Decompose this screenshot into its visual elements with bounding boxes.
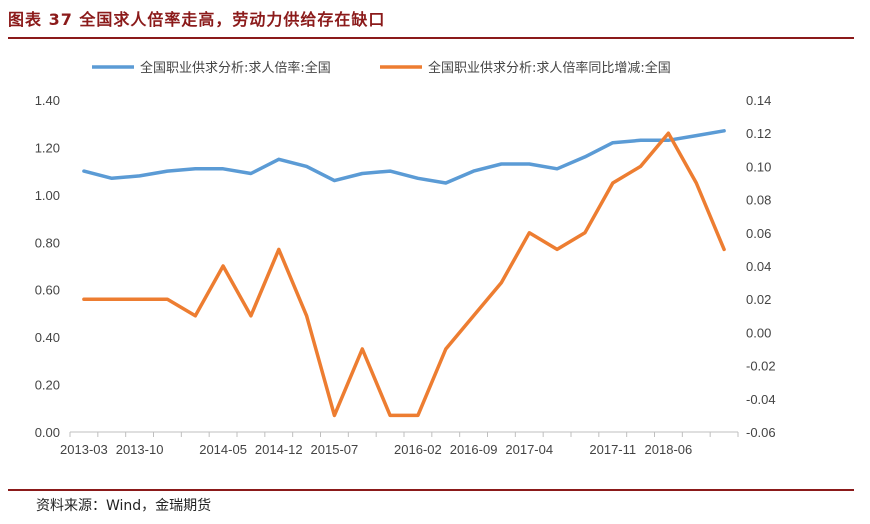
legend: 全国职业供求分析:求人倍率:全国 全国职业供求分析:求人倍率同比增减:全国 — [92, 60, 671, 76]
y-left-tick-label: 1.20 — [35, 140, 60, 155]
series-line-yoy-change — [82, 131, 726, 418]
y-right-tick-label: 0.06 — [746, 226, 771, 241]
x-tick-label: 2014-12 — [255, 442, 303, 457]
y-right-tick-label: 0.14 — [746, 93, 771, 108]
y-left-tick-label: 0.40 — [35, 330, 60, 345]
y-right-tick-label: -0.06 — [746, 425, 776, 440]
y-right-tick-label: -0.04 — [746, 392, 776, 407]
y-right-tick-label: 0.12 — [746, 126, 771, 141]
legend-label-ratio: 全国职业供求分析:求人倍率:全国 — [140, 60, 331, 76]
y-right-tick-label: 0.08 — [746, 193, 771, 208]
y-right-tick-label: -0.02 — [746, 359, 776, 374]
y-right-tick-label: 0.02 — [746, 292, 771, 307]
legend-label-yoy-change: 全国职业供求分析:求人倍率同比增减:全国 — [428, 60, 671, 76]
y-right-tick-label: 0.00 — [746, 325, 771, 340]
y-left-tick-label: 1.00 — [35, 188, 60, 203]
y-left-tick-label: 0.00 — [35, 425, 60, 440]
x-tick-label: 2013-03 — [60, 442, 108, 457]
y-left-tick-label: 1.40 — [35, 93, 60, 108]
title-rule — [8, 37, 854, 39]
chart-series — [82, 129, 726, 418]
series-line-ratio — [82, 129, 726, 185]
y-left-tick-label: 0.20 — [35, 378, 60, 393]
y-right-tick-label: 0.04 — [746, 259, 771, 274]
y-left-tick-label: 0.60 — [35, 283, 60, 298]
x-tick-label: 2016-09 — [450, 442, 498, 457]
y-right-tick-label: 0.10 — [746, 159, 771, 174]
source-note: 资料来源：Wind，金瑞期货 — [36, 498, 212, 514]
x-tick-label: 2015-07 — [311, 442, 359, 457]
x-tick-label: 2018-06 — [645, 442, 693, 457]
x-tick-label: 2016-02 — [394, 442, 442, 457]
x-tick-label: 2017-04 — [505, 442, 553, 457]
chart-axes: 0.00 0.20 0.40 0.60 0.80 1.00 1.20 1.40 -0.06 -0.… — [35, 93, 776, 457]
figure-title: 图表 37 全国求人倍率走高，劳动力供给存在缺口 — [8, 10, 386, 29]
source-rule — [8, 489, 854, 491]
x-tick-label: 2013-10 — [116, 442, 164, 457]
y-left-tick-label: 0.80 — [35, 235, 60, 250]
x-tick-label: 2017-11 — [589, 442, 636, 457]
x-tick-label: 2014-05 — [199, 442, 247, 457]
